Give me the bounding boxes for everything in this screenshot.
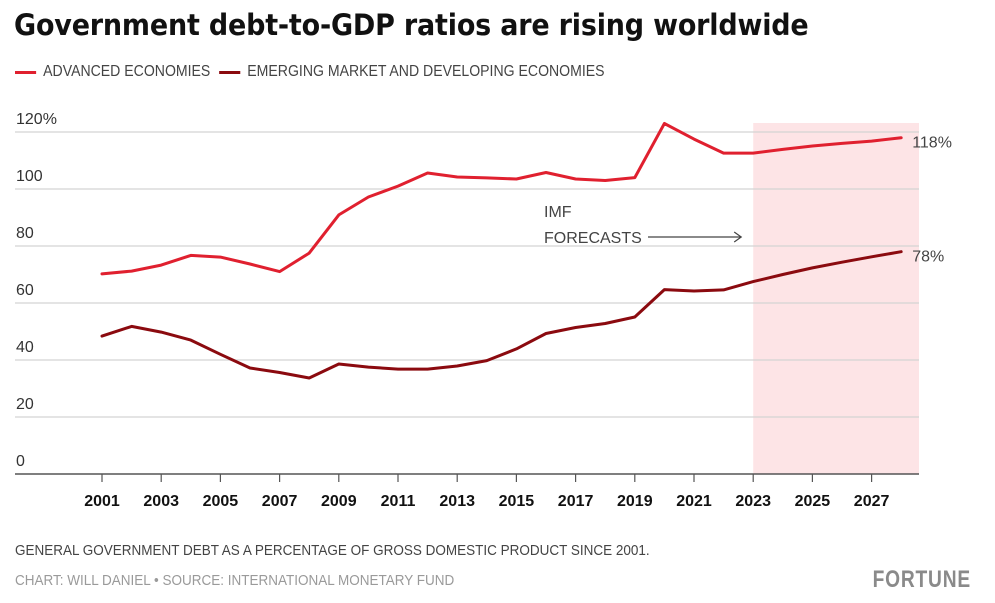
- chart-credit: CHART: WILL DANIEL • SOURCE: INTERNATION…: [15, 572, 455, 589]
- x-tick-label: 2001: [84, 493, 120, 510]
- y-tick-label: 80: [16, 225, 34, 242]
- annotation-arrow-head: [733, 231, 743, 243]
- legend-item-emerging: EMERGING MARKET AND DEVELOPING ECONOMIES: [219, 63, 605, 81]
- x-tick-label: 2003: [143, 493, 179, 510]
- y-tick-label: 20: [16, 396, 34, 413]
- x-tick-label: 2007: [262, 493, 298, 510]
- legend-swatch-advanced: [15, 70, 37, 74]
- y-tick-label: 40: [16, 339, 34, 356]
- x-tick-label: 2009: [321, 493, 357, 510]
- y-tick-label: 0: [16, 453, 25, 470]
- series-line-advanced: [100, 122, 903, 276]
- y-tick-label: 60: [16, 282, 34, 299]
- x-tick-label: 2005: [203, 493, 239, 510]
- chart-subtitle: GENERAL GOVERNMENT DEBT AS A PERCENTAGE …: [15, 542, 650, 559]
- x-tick-label: 2027: [854, 493, 890, 510]
- legend-label-emerging: EMERGING MARKET AND DEVELOPING ECONOMIES: [247, 63, 605, 80]
- x-tick-label: 2023: [735, 493, 771, 510]
- forecast-region: [753, 123, 919, 474]
- annotation-text: IMF: [544, 204, 572, 221]
- chart-title: Government debt-to-GDP ratios are rising…: [14, 8, 809, 42]
- x-tick-label: 2019: [617, 493, 653, 510]
- legend-label-advanced: ADVANCED ECONOMIES: [43, 63, 211, 80]
- x-tick-label: 2013: [439, 493, 475, 510]
- annotation-text: FORECASTS: [544, 230, 642, 247]
- y-tick-label: 100: [16, 168, 43, 185]
- end-label-advanced: 118%: [912, 135, 952, 152]
- series-line-emerging: [100, 250, 903, 380]
- end-label-emerging: 78%: [912, 249, 944, 266]
- legend-swatch-emerging: [219, 70, 241, 74]
- x-tick-label: 2021: [676, 493, 712, 510]
- x-tick-label: 2015: [499, 493, 535, 510]
- x-tick-label: 2017: [558, 493, 594, 510]
- y-tick-label: 120%: [16, 111, 57, 128]
- x-tick-label: 2011: [381, 493, 416, 510]
- fortune-logo: FORTUNE: [872, 566, 971, 593]
- legend: ADVANCED ECONOMIES EMERGING MARKET AND D…: [15, 63, 613, 81]
- legend-item-advanced: ADVANCED ECONOMIES: [15, 63, 210, 81]
- x-tick-label: 2025: [795, 493, 831, 510]
